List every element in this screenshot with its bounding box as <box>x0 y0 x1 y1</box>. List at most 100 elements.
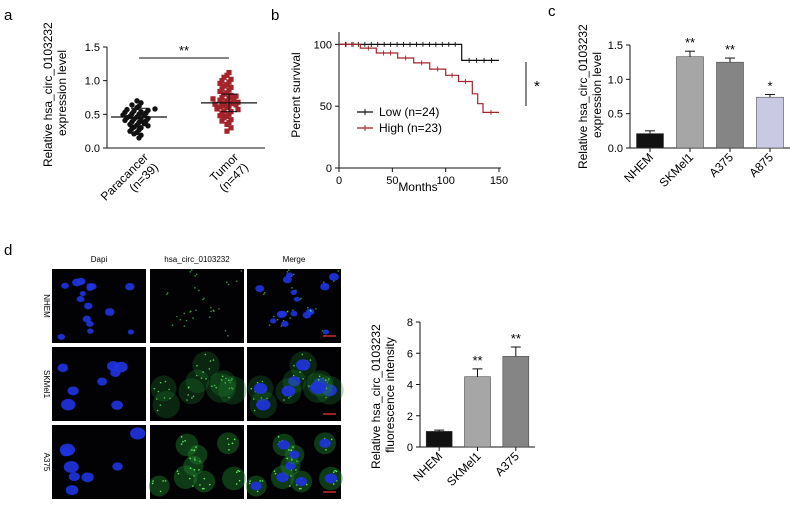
cytoplasm-signal <box>193 470 216 493</box>
green-dot <box>291 287 293 289</box>
micrograph-grid: Dapi hsa_circ_0103232 Merge NHEM SKMel1 A375 <box>42 255 344 499</box>
a-point <box>233 93 239 99</box>
micrograph-tile <box>148 425 246 499</box>
a-category-label: Tumor(n=47) <box>206 150 251 195</box>
green-dot <box>253 409 256 412</box>
c-ytick-label: 0.0 <box>608 143 623 155</box>
green-dot <box>177 472 180 475</box>
green-dot <box>231 442 234 445</box>
green-dot <box>325 387 328 390</box>
green-dot <box>183 325 186 327</box>
green-dot <box>192 485 194 487</box>
green-dot <box>266 397 268 400</box>
b-ylabel: Percent survival <box>289 52 303 137</box>
nucleus <box>276 472 289 483</box>
c-category-label: NHEM <box>621 150 656 185</box>
d-bar <box>502 356 530 448</box>
a-point <box>124 106 130 113</box>
green-dot <box>334 469 336 472</box>
green-dot <box>308 385 310 387</box>
green-dot <box>228 443 230 446</box>
green-dot <box>153 387 156 390</box>
green-dot <box>224 382 227 384</box>
green-dot <box>199 460 201 463</box>
green-dot <box>260 397 263 399</box>
cytoplasm-signal <box>150 375 177 402</box>
b-xtick-label: 150 <box>490 175 508 187</box>
green-dot <box>159 381 162 384</box>
green-dot <box>164 380 167 383</box>
green-dot <box>193 457 196 459</box>
green-dot <box>337 270 340 272</box>
green-dot <box>302 378 304 380</box>
green-dot <box>230 379 232 382</box>
green-dot <box>195 446 197 448</box>
green-dot <box>290 449 293 451</box>
nucleus <box>86 285 94 291</box>
green-dot <box>227 379 230 382</box>
a-point <box>219 94 225 101</box>
green-dot <box>195 309 197 312</box>
d-significance-label: ** <box>472 353 482 368</box>
green-dot <box>180 443 183 445</box>
nucleus <box>310 381 326 395</box>
green-dot <box>200 377 203 379</box>
green-dot <box>220 379 223 381</box>
green-dot <box>288 397 290 399</box>
nucleus <box>68 472 80 482</box>
green-dot <box>187 394 189 396</box>
nucleus <box>276 310 286 318</box>
green-dot <box>215 386 218 389</box>
green-dot <box>228 448 230 451</box>
panel-letter-b: b <box>271 7 279 24</box>
nucleus <box>106 361 120 372</box>
green-dot <box>300 297 302 300</box>
cytoplasm-signal <box>183 455 204 476</box>
green-dot <box>250 387 253 390</box>
cytoplasm-signal <box>222 466 246 491</box>
green-dot <box>159 404 162 406</box>
b-xtick-label: 50 <box>386 175 398 187</box>
micrograph-tile <box>247 269 341 343</box>
nucleus <box>295 359 311 371</box>
d-ytick-label: 6 <box>407 348 413 360</box>
green-dot <box>227 335 229 337</box>
green-dot <box>292 309 294 312</box>
green-dot <box>203 487 205 490</box>
a-point <box>233 102 239 108</box>
green-dot <box>226 437 229 440</box>
green-dot <box>198 469 200 471</box>
green-dot <box>191 397 193 399</box>
d-bar <box>425 431 453 448</box>
green-dot <box>238 470 241 473</box>
green-dot <box>205 378 207 380</box>
c-ytick-label: 0.5 <box>608 109 623 121</box>
micrograph-tile <box>150 347 247 421</box>
nucleus <box>104 308 115 316</box>
nucleus <box>61 282 69 289</box>
d-ytick-label: 8 <box>407 317 413 329</box>
a-ytick-label: 0.0 <box>85 143 100 155</box>
a-point <box>228 100 234 107</box>
green-dot <box>296 460 298 463</box>
nucleus <box>60 447 72 457</box>
b-xtick-label: 100 <box>436 175 454 187</box>
micrograph-row-label: NHEM <box>42 294 51 318</box>
d-ylabel-line1: Relative hsa_circ_0103232 <box>369 324 383 469</box>
green-dot <box>276 318 279 321</box>
green-dot <box>321 330 324 332</box>
green-dot <box>240 270 243 272</box>
a-point <box>210 96 216 102</box>
d-ylabel-line2: fluorescence intensity <box>383 337 397 452</box>
c-ylabel: Relative hsa_circ_0103232 expression lev… <box>576 21 604 169</box>
green-dot <box>287 269 290 271</box>
green-dot <box>256 381 259 384</box>
cytoplasm-signal <box>173 465 198 490</box>
c-category-label: A875 <box>746 150 776 180</box>
cytoplasm-signal <box>178 378 205 405</box>
green-dot <box>317 379 320 381</box>
nucleus <box>270 318 277 324</box>
micrograph-tile <box>52 347 146 421</box>
green-dot <box>289 485 291 487</box>
green-dot <box>227 283 230 286</box>
